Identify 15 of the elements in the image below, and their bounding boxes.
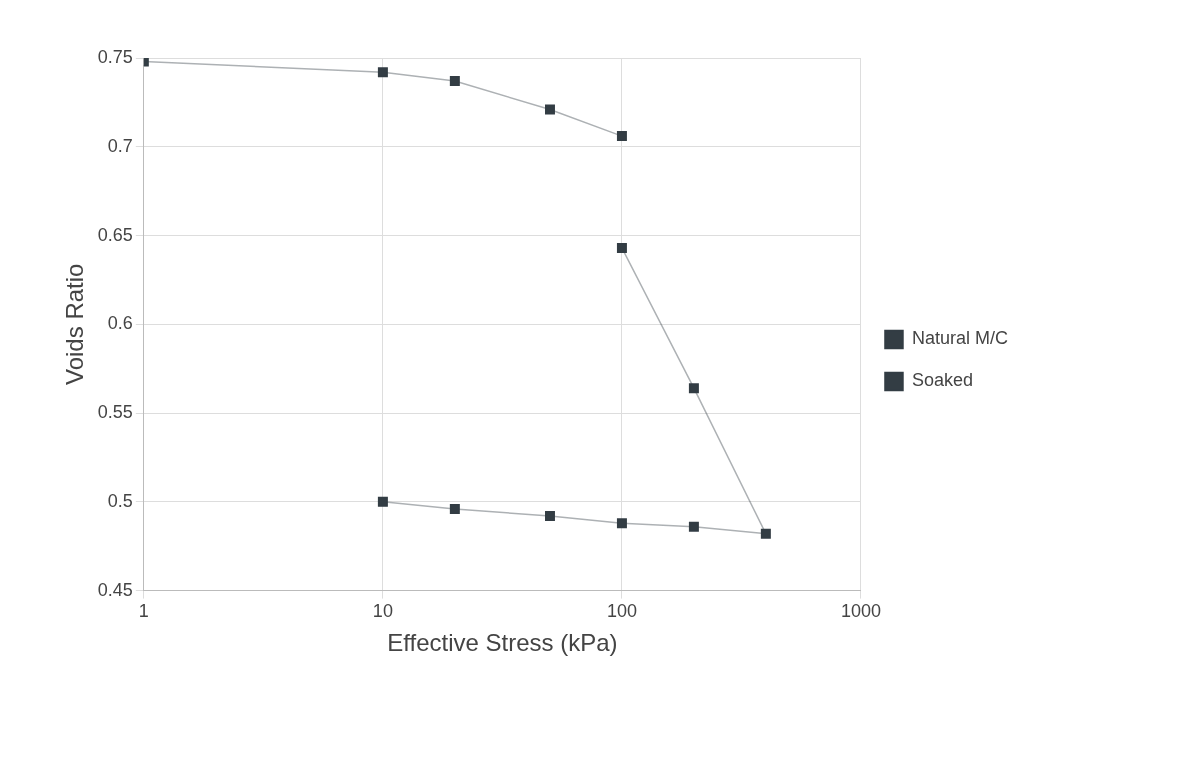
y-tick-label: 0.5 [107, 490, 133, 511]
legend-label: Soaked [911, 370, 974, 391]
x-tick-label: 100 [606, 601, 637, 622]
y-tick-label: 0.7 [107, 135, 133, 156]
y-tick-label: 0.45 [97, 579, 133, 600]
y-tick-label: 0.75 [97, 46, 133, 67]
y-tick-label: 0.6 [107, 313, 133, 334]
x-tick-label: 1000 [840, 601, 881, 622]
x-tick-label: 10 [372, 601, 393, 622]
x-axis-title: Effective Stress (kPa) [387, 629, 618, 657]
legend-label: Natural M/C [911, 328, 1009, 349]
y-tick-label: 0.65 [97, 224, 133, 245]
y-axis-title: Voids Ratio [61, 263, 89, 385]
y-tick-label: 0.55 [97, 402, 133, 423]
x-tick-label: 1 [138, 601, 149, 622]
